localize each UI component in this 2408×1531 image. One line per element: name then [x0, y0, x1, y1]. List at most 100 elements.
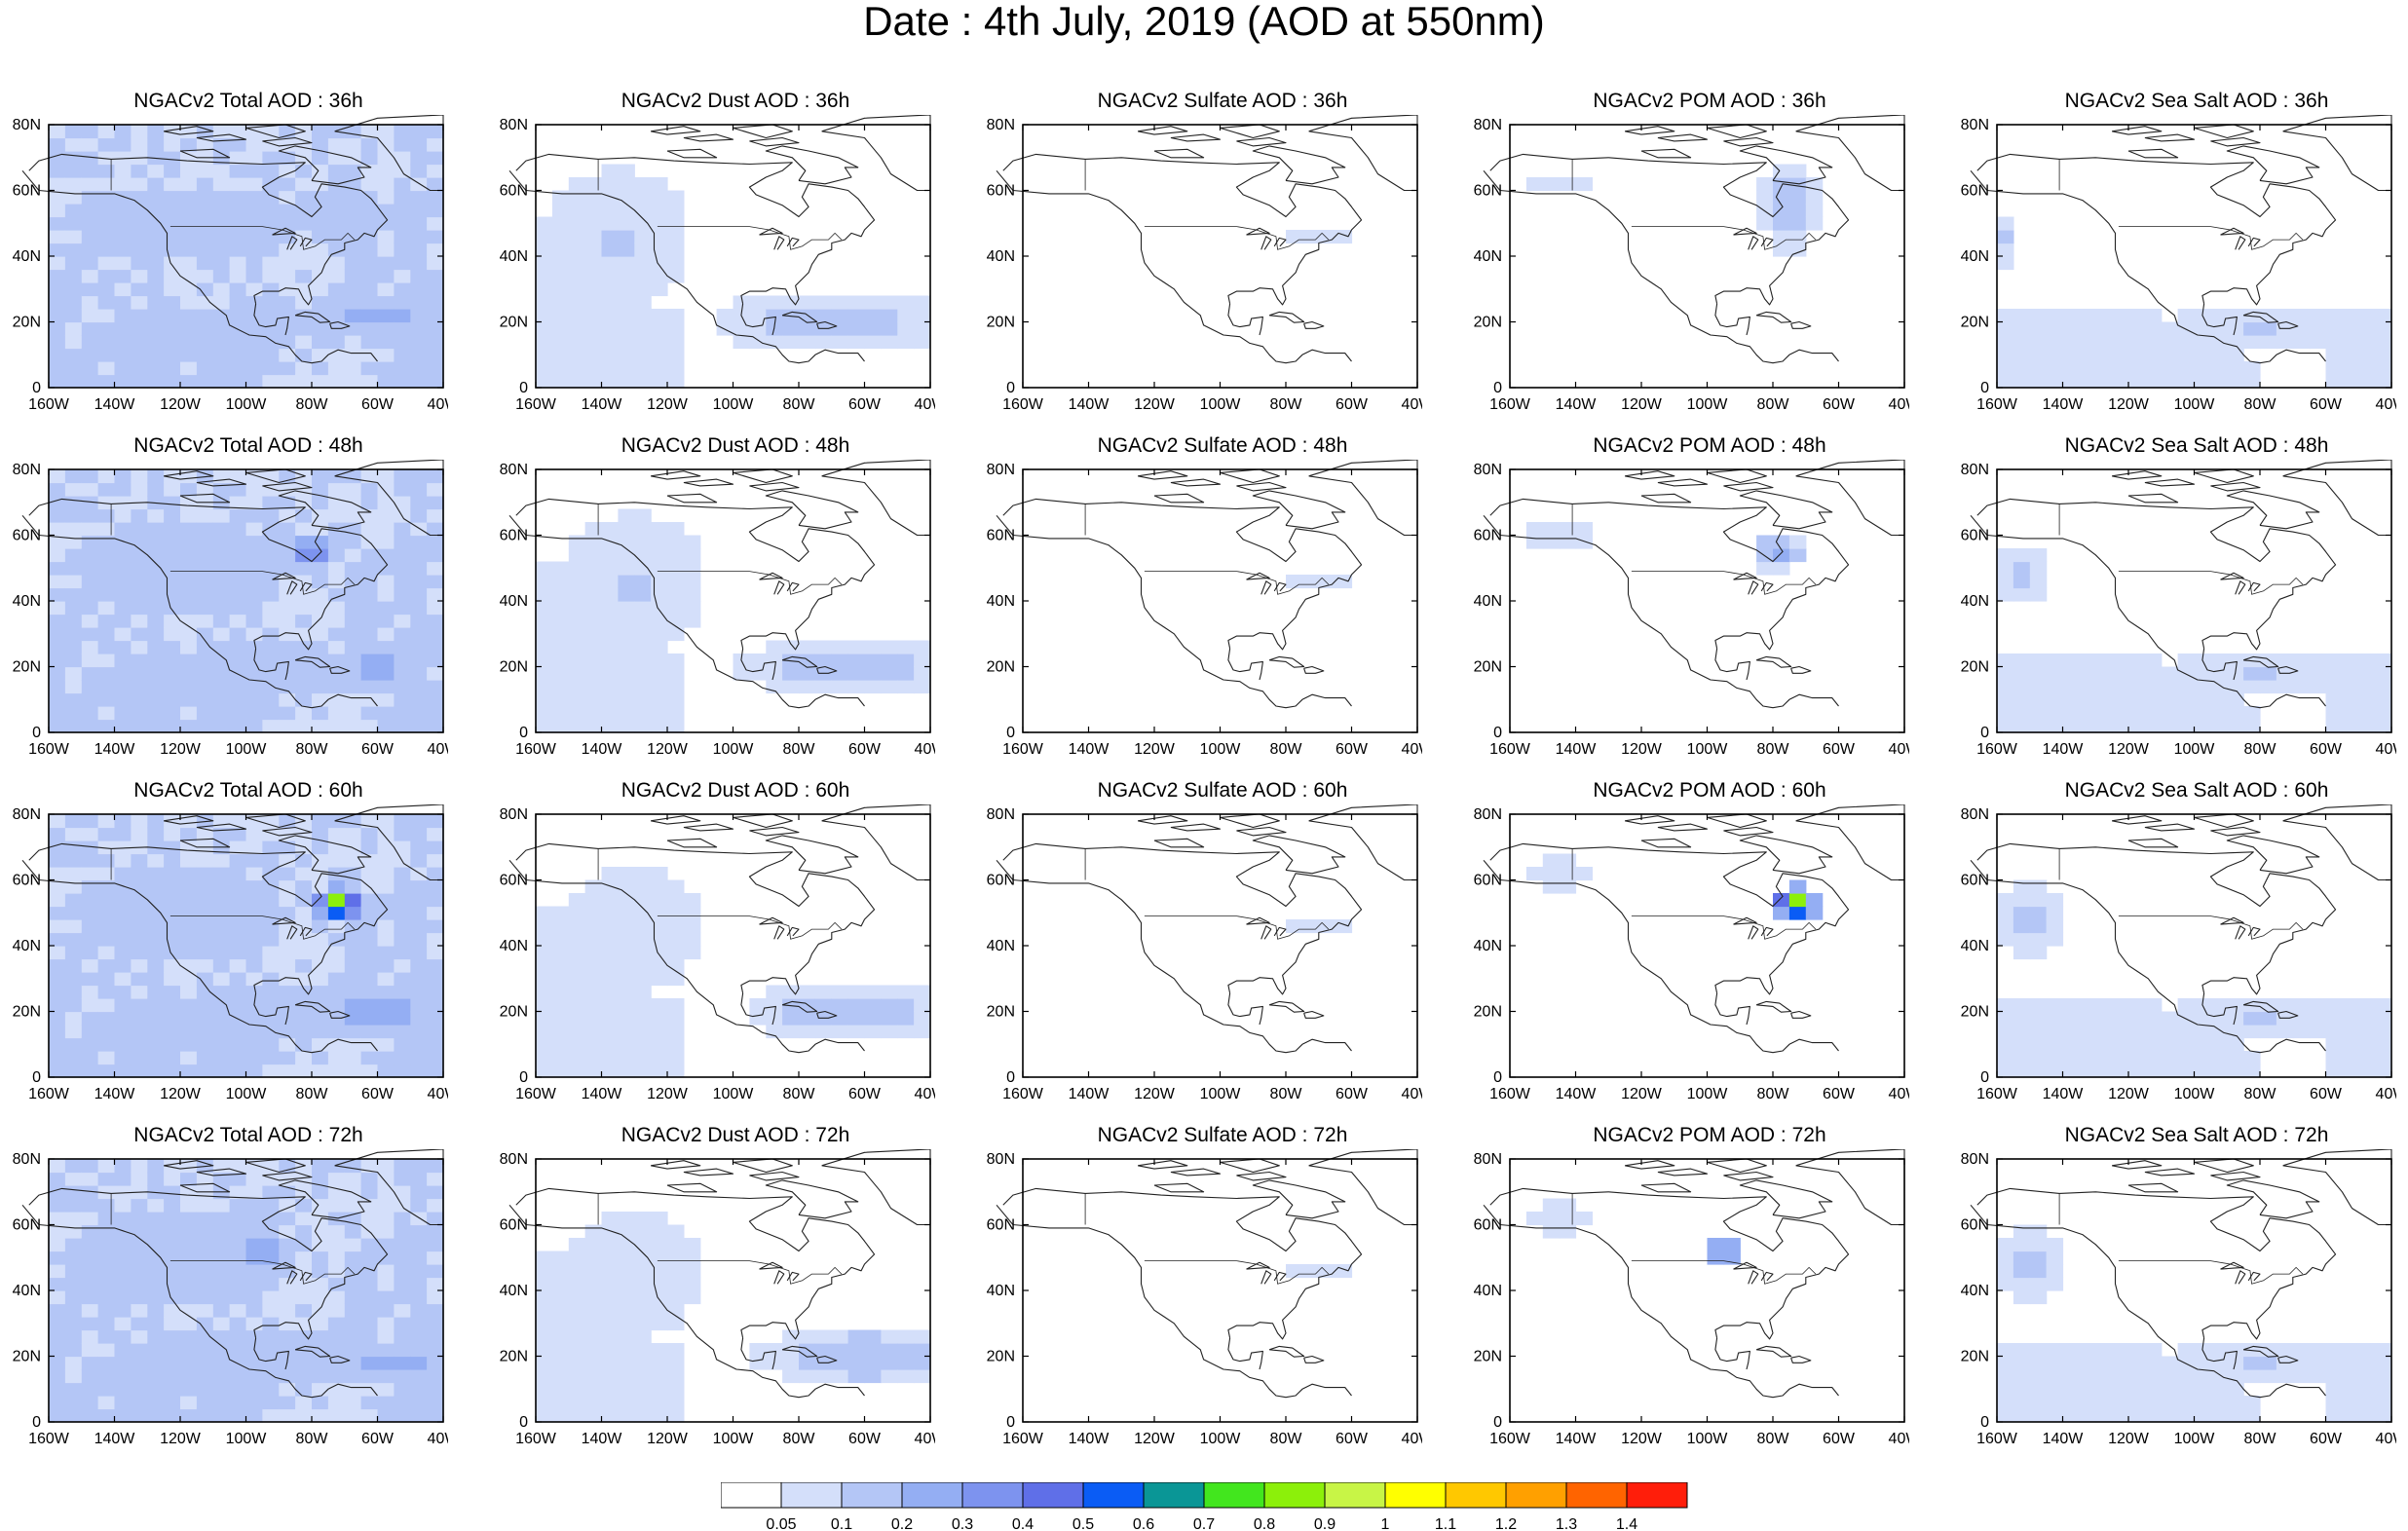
aod-cell: [114, 1277, 132, 1291]
aod-cell: [410, 906, 428, 920]
aod-cell: [312, 827, 329, 841]
aod-cell: [410, 932, 428, 947]
aod-cell: [49, 653, 66, 668]
x-tick-label: 160W: [1489, 741, 1531, 758]
aod-cell: [551, 958, 570, 973]
aod-cell: [427, 469, 444, 484]
aod-cell: [279, 946, 296, 960]
aod-field: [49, 469, 444, 733]
aod-cell: [64, 1051, 83, 1065]
aod-cell: [97, 653, 116, 668]
aod-cell: [1997, 575, 2014, 589]
aod-cell: [2046, 680, 2064, 694]
aod-cell: [344, 151, 362, 166]
coastlines: [508, 115, 931, 364]
aod-cell: [164, 230, 181, 244]
aod-cell: [164, 972, 181, 987]
aod-cell: [2358, 653, 2376, 668]
aod-cell: [114, 719, 132, 733]
y-tick-label: 80N: [13, 462, 41, 478]
aod-cell: [97, 998, 116, 1013]
aod-cell: [229, 230, 247, 244]
aod-cell: [49, 879, 66, 894]
aod-cell: [536, 1356, 553, 1370]
aod-cell: [2276, 309, 2294, 323]
aod-cell: [651, 932, 668, 947]
aod-cell: [114, 1037, 132, 1052]
aod-cell: [667, 1064, 685, 1078]
aod-cell: [262, 879, 280, 894]
aod-cell: [164, 1212, 181, 1226]
aod-cell: [2243, 1051, 2261, 1065]
colorbar-label: 0.7: [1193, 1516, 1215, 1531]
aod-cell: [97, 853, 116, 868]
aod-cell: [2062, 335, 2080, 350]
x-tick-label: 100W: [2174, 741, 2216, 758]
aod-cell: [2325, 348, 2343, 362]
aod-cell: [2128, 706, 2146, 721]
aod-cell: [410, 827, 428, 841]
aod-cell: [2161, 1064, 2179, 1078]
aod-cell: [147, 335, 165, 350]
aod-cell: [584, 1290, 603, 1305]
aod-cell: [327, 719, 346, 733]
aod-cell: [312, 243, 329, 257]
aod-cell: [262, 508, 280, 523]
aod-cell: [344, 561, 362, 576]
aod-cell: [667, 893, 685, 908]
aod-cell: [2095, 653, 2113, 668]
aod-cell: [881, 653, 898, 668]
aod-cell: [81, 1025, 99, 1039]
great-lake: [2220, 227, 2244, 236]
arctic-island: [262, 136, 313, 147]
aod-cell: [81, 295, 99, 310]
aod-cell: [131, 508, 148, 523]
aod-cell: [377, 1238, 395, 1252]
aod-cell: [327, 575, 346, 589]
aod-cell: [551, 653, 570, 668]
aod-cell: [81, 1343, 99, 1358]
coastline: [1976, 498, 2337, 651]
aod-cell: [377, 601, 395, 616]
aod-cell: [262, 692, 280, 707]
aod-cell: [651, 1051, 668, 1065]
y-tick-label: 80N: [1474, 1151, 1502, 1168]
aod-cell: [618, 601, 635, 616]
coastline: [515, 1187, 876, 1340]
aod-cell: [2029, 361, 2048, 376]
aod-cell: [584, 1343, 603, 1358]
aod-cell: [229, 1172, 247, 1186]
aod-cell: [49, 295, 66, 310]
aod-cell: [295, 164, 313, 178]
aod-cell: [847, 295, 866, 310]
y-tick-label: 60N: [1474, 1217, 1502, 1234]
aod-cell: [1575, 177, 1593, 192]
aod-cell: [164, 335, 181, 350]
aod-cell: [536, 601, 553, 616]
aod-cell: [651, 1396, 668, 1410]
aod-cell: [2177, 309, 2196, 323]
aod-cell: [344, 1317, 362, 1331]
x-tick-label: 140W: [1556, 741, 1598, 758]
aod-cell: [427, 1369, 444, 1384]
aod-cell: [2046, 374, 2064, 389]
aod-cell: [601, 1303, 619, 1318]
aod-cell: [864, 1011, 882, 1026]
aod-cell: [377, 177, 395, 192]
aod-cell: [634, 706, 652, 721]
aod-cell: [262, 1382, 280, 1397]
aod-cell: [81, 1238, 99, 1252]
aod-cell: [212, 1396, 231, 1410]
aod-cell: [897, 1369, 915, 1384]
aod-cell: [634, 1212, 652, 1226]
aod-cell: [551, 256, 570, 271]
aod-cell: [427, 151, 444, 166]
aod-cell: [2342, 335, 2359, 350]
aod-cell: [147, 1329, 165, 1344]
aod-cell: [914, 335, 931, 350]
y-tick-label: 60N: [500, 528, 528, 544]
aod-cell: [1286, 230, 1303, 244]
aod-cell: [344, 680, 362, 694]
aod-cell: [618, 906, 635, 920]
x-tick-label: 60W: [361, 741, 395, 758]
